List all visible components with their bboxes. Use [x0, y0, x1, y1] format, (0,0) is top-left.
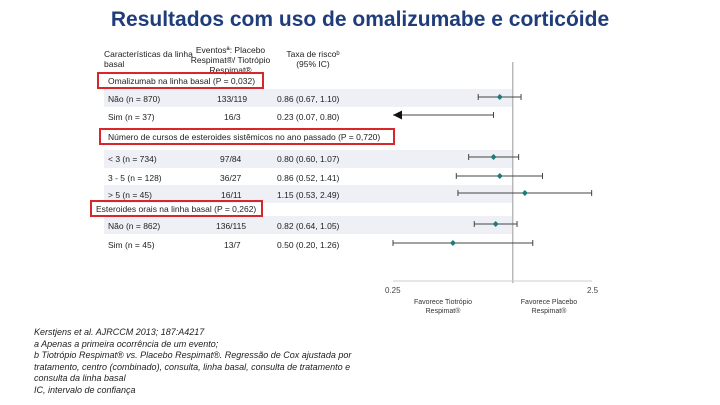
- row-ci: 1.15 (0.53, 2.49): [277, 190, 340, 200]
- footnote-b-cont: tratamento, centro (combinado), consulta…: [34, 361, 351, 372]
- hazard-ratio-point: [521, 190, 528, 196]
- axis-tick-label-min: 0.25: [385, 286, 401, 295]
- row-events: 133/119: [217, 94, 248, 104]
- footnote-a: a Apenas a primeira ocorrência de um eve…: [34, 338, 219, 349]
- footnote-reference: Kerstjens et al. AJRCCM 2013; 187:A4217: [34, 327, 205, 337]
- row-label: < 3 (n = 734): [108, 154, 157, 164]
- footnote-b: b Tiotrópio Respimat® vs. Placebo Respim…: [34, 350, 352, 360]
- hazard-ratio-point: [496, 94, 503, 100]
- hazard-ratio-point: [449, 240, 456, 246]
- row-ci: 0.86 (0.52, 1.41): [277, 173, 340, 183]
- axis-tick-label-max: 2.5: [587, 286, 599, 295]
- row-band: [104, 216, 512, 234]
- footnotes: Kerstjens et al. AJRCCM 2013; 187:A4217 …: [34, 327, 394, 396]
- row-ci: 0.82 (0.64, 1.05): [277, 221, 340, 231]
- row-events: 16/3: [224, 112, 241, 122]
- footnote-ci: IC, intervalo de confiança: [34, 384, 136, 395]
- footnote-b-cont2: consulta da linha basal: [34, 373, 126, 383]
- row-label: > 5 (n = 45): [108, 190, 152, 200]
- row-events: 36/27: [220, 173, 242, 183]
- row-events: 136/115: [216, 221, 247, 231]
- highlight-box-omalizumab: [97, 72, 264, 89]
- row-events: 13/7: [224, 240, 241, 250]
- row-events: 16/11: [221, 190, 242, 200]
- hazard-ratio-point: [496, 173, 503, 179]
- row-label: Sim (n = 37): [108, 112, 155, 122]
- row-label: Não (n = 862): [108, 221, 161, 231]
- row-band: [104, 185, 512, 203]
- section-label-oral-steroids: Esteroides orais na linha basal (P = 0,2…: [96, 204, 257, 214]
- hazard-ratio-point: [490, 154, 497, 160]
- favors-tiotropium-label: Favorece Tiotrópio Respimat®: [414, 299, 472, 315]
- row-ci: 0.50 (0.20, 1.26): [277, 240, 340, 250]
- row-ci: 0.80 (0.60, 1.07): [277, 154, 340, 164]
- highlight-box-systemic-steroids: [99, 128, 395, 145]
- row-label: 3 - 5 (n = 128): [108, 173, 162, 183]
- section-label-systemic-steroids: Número de cursos de esteroides sistêmico…: [108, 132, 381, 142]
- header-events: Eventosª: Placebo Respimat®/ Tiotrópio R…: [190, 45, 271, 75]
- row-ci: 0.86 (0.67, 1.10): [277, 94, 340, 104]
- row-band: [104, 150, 512, 168]
- section-label-omalizumab: Omalizumab na linha basal (P = 0,032): [108, 76, 256, 86]
- highlight-box-oral-steroids: [90, 200, 263, 217]
- row-band: [104, 89, 512, 107]
- row-ci: 0.23 (0.07, 0.80): [277, 112, 340, 122]
- ci-arrow-left: [393, 110, 402, 120]
- header-characteristics: Características da linha basal: [104, 49, 193, 69]
- row-events: 97/84: [220, 154, 242, 164]
- row-label: Não (n = 870): [108, 94, 161, 104]
- page-title: Resultados com uso de omalizumabe e cort…: [110, 8, 610, 31]
- header-rate: Taxa de riscoᵇ (95% IC): [286, 49, 340, 69]
- row-label: Sim (n = 45): [108, 240, 155, 250]
- hazard-ratio-point: [492, 221, 499, 227]
- favors-placebo-label: Favorece Placebo Respimat®: [520, 299, 578, 315]
